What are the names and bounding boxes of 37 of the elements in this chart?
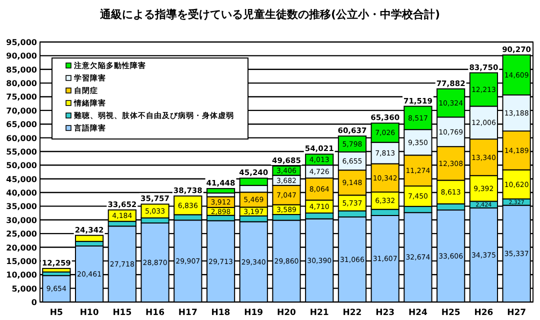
x-tick-label: H25 bbox=[441, 308, 460, 318]
bar bbox=[42, 268, 71, 272]
y-tick-label: 0 bbox=[31, 298, 38, 307]
y-tick-label: 25,000 bbox=[6, 230, 38, 239]
x-tick-label: H19 bbox=[244, 308, 264, 318]
x-tick-label: H18 bbox=[211, 308, 230, 318]
y-tick-label: 20,000 bbox=[6, 243, 38, 252]
x-tick-label: H16 bbox=[146, 308, 165, 318]
y-tick-label: 90,000 bbox=[6, 52, 38, 61]
x-tick-label: H23 bbox=[376, 308, 395, 318]
x-tick-label: H21 bbox=[310, 308, 329, 318]
y-tick-label: 85,000 bbox=[6, 65, 38, 74]
y-tick-label: 70,000 bbox=[6, 106, 38, 116]
x-tick-label: H26 bbox=[474, 308, 494, 318]
y-tick-label: 35,000 bbox=[6, 202, 38, 212]
x-tick-label: H20 bbox=[277, 308, 296, 318]
y-tick-label: 65,000 bbox=[6, 120, 38, 130]
y-tick-label: 75,000 bbox=[6, 92, 38, 102]
x-tick-label: H27 bbox=[507, 308, 526, 318]
y-tick-label: 45,000 bbox=[6, 174, 38, 184]
x-tick-label: H15 bbox=[112, 308, 132, 318]
x-tick-label: H5 bbox=[50, 308, 64, 318]
x-tick-label: H24 bbox=[408, 308, 428, 318]
y-tick-label: 40,000 bbox=[6, 188, 38, 198]
y-tick-label: 30,000 bbox=[6, 216, 38, 225]
x-tick-label: H10 bbox=[80, 308, 99, 318]
y-tick-label: 50,000 bbox=[6, 161, 38, 170]
y-tick-label: 10,000 bbox=[6, 270, 38, 280]
y-tick-label: 80,000 bbox=[6, 79, 38, 88]
y-tick-label: 55,000 bbox=[6, 147, 38, 156]
y-tick-label: 5,000 bbox=[12, 284, 38, 294]
y-tick-label: 15,000 bbox=[6, 256, 38, 266]
x-tick-label: H17 bbox=[178, 308, 198, 318]
x-tick-label: H22 bbox=[342, 308, 362, 318]
chart-title: 通級による指導を受けている児童生徒数の推移(公立小・中学校合計) bbox=[98, 8, 440, 21]
y-tick-label: 95,000 bbox=[6, 38, 38, 47]
y-tick-label: 60,000 bbox=[6, 134, 38, 143]
